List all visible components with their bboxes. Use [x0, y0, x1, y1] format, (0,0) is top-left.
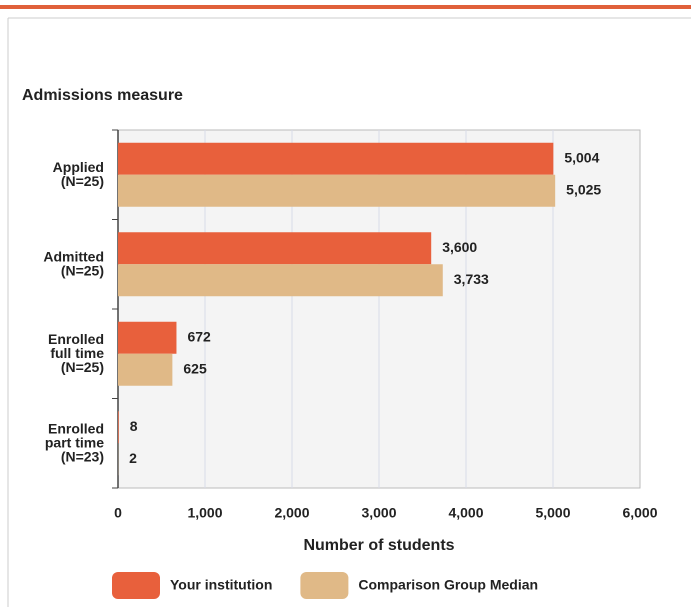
bar	[118, 174, 556, 207]
chart-title: Admissions measure	[22, 87, 183, 104]
legend-label: Comparison Group Median	[358, 577, 538, 593]
x-tick-label: 3,000	[361, 505, 396, 521]
bar	[118, 353, 173, 386]
value-label: 5,025	[566, 181, 601, 197]
bar	[118, 321, 177, 354]
x-axis-title: Number of students	[303, 537, 454, 554]
x-tick-label: 4,000	[448, 505, 483, 521]
y-tick-label: Enrolled full time (N=25)	[48, 330, 104, 374]
legend-swatch	[300, 572, 349, 599]
y-tick-label: Enrolled part time (N=23)	[45, 420, 104, 464]
x-tick-label: 2,000	[274, 505, 309, 521]
x-tick-label: 5,000	[535, 505, 570, 521]
bar	[118, 264, 443, 297]
value-label: 2	[129, 450, 137, 466]
top-bar	[0, 5, 691, 9]
y-tick-label: Admitted (N=25)	[43, 248, 104, 278]
x-tick-label: 6,000	[622, 505, 657, 521]
bar	[118, 142, 554, 175]
x-tick-label: 0	[114, 505, 122, 521]
bar	[118, 411, 119, 444]
y-tick-label: Applied (N=25)	[53, 158, 104, 188]
value-label: 3,600	[442, 239, 477, 255]
value-label: 625	[183, 360, 207, 376]
legend-label: Your institution	[170, 577, 272, 593]
value-label: 672	[187, 328, 211, 344]
value-label: 5,004	[564, 149, 599, 165]
legend-swatch	[112, 572, 160, 599]
x-tick-label: 1,000	[187, 505, 222, 521]
bar	[118, 232, 432, 265]
value-label: 3,733	[454, 271, 489, 287]
value-label: 8	[130, 418, 138, 434]
